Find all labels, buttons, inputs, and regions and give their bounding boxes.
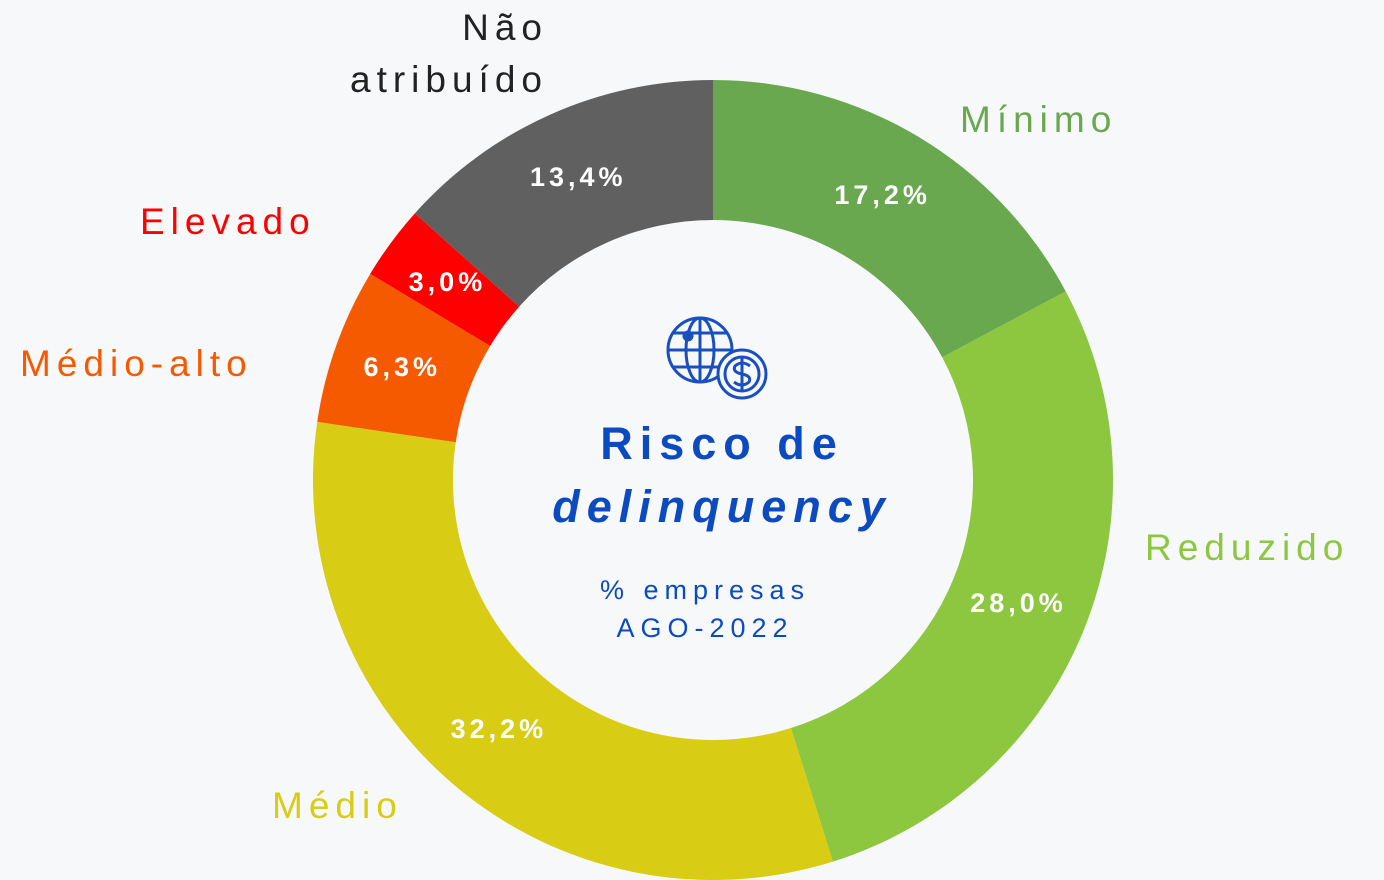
category-label: Mínimo bbox=[960, 99, 1117, 140]
value-label: 17,2% bbox=[834, 180, 931, 210]
donut-slice bbox=[713, 80, 1066, 358]
center-icon bbox=[666, 316, 768, 400]
value-label: 3,0% bbox=[409, 267, 487, 297]
category-label: Não atribuído bbox=[350, 7, 548, 100]
donut-slice bbox=[313, 421, 833, 880]
category-label: Médio bbox=[272, 785, 403, 826]
subtitle: AGO-2022 bbox=[616, 613, 793, 643]
value-label: 13,4% bbox=[530, 162, 627, 192]
slices bbox=[313, 79, 1113, 880]
category-label: Médio-alto bbox=[20, 343, 253, 384]
donut-slice bbox=[414, 79, 713, 307]
donut-slice bbox=[317, 273, 491, 443]
donut-slice bbox=[370, 213, 520, 347]
chart-title: Risco de bbox=[600, 418, 844, 469]
value-label: 28,0% bbox=[970, 588, 1067, 618]
category-label: Reduzido bbox=[1145, 527, 1349, 568]
subtitle: % empresas bbox=[600, 575, 810, 605]
value-label: 6,3% bbox=[364, 352, 442, 382]
donut-slice bbox=[790, 291, 1113, 862]
category-label: Elevado bbox=[140, 201, 316, 242]
value-label: 32,2% bbox=[451, 714, 548, 744]
chart-title-emphasis: delinquency bbox=[552, 481, 892, 532]
